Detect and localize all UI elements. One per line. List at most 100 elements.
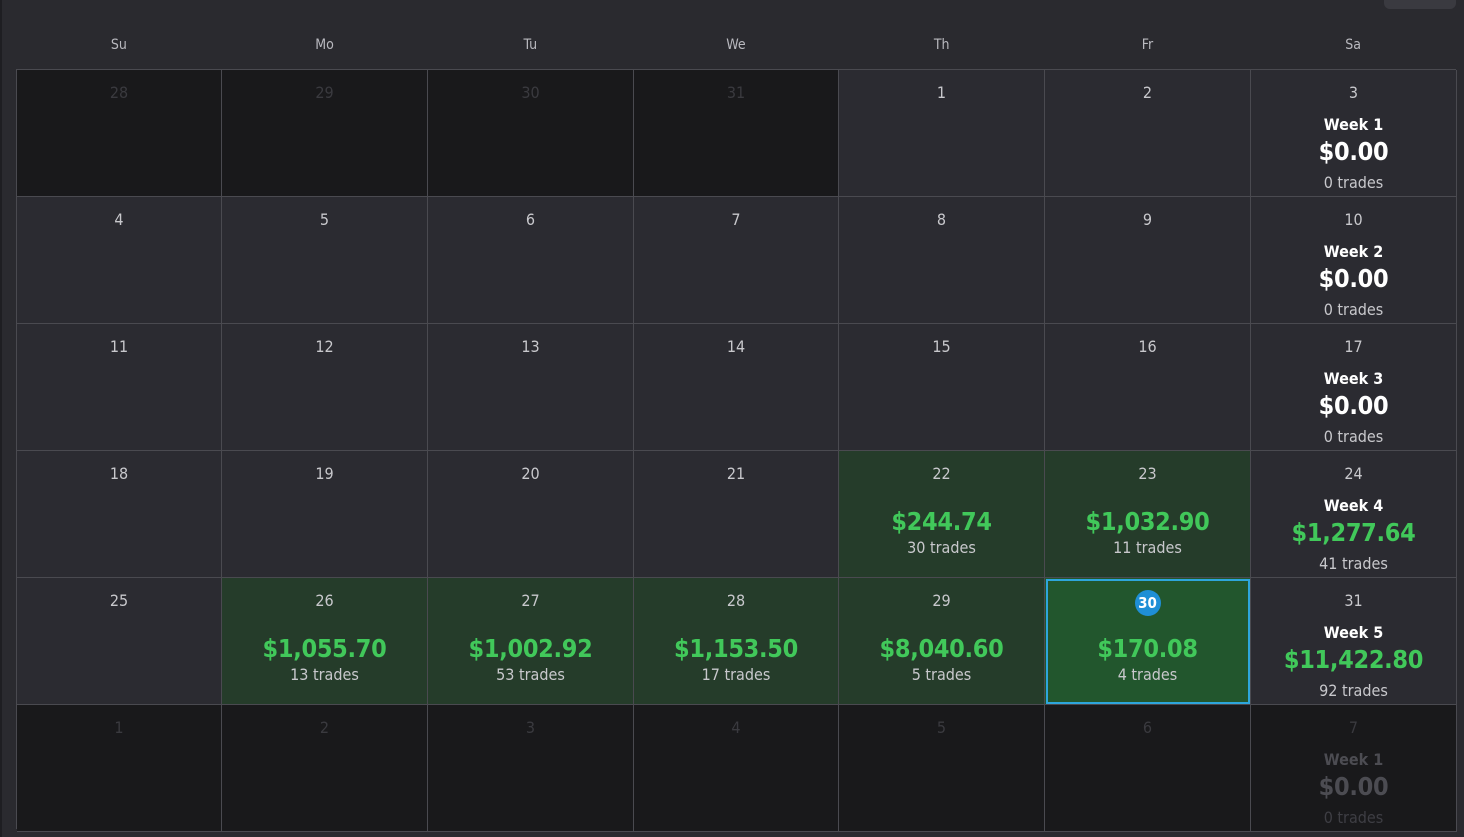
day-cell[interactable]: 8 [839,197,1045,324]
day-cell[interactable]: 5 [222,197,428,324]
week-summary-cell[interactable]: 17 Week 3 $0.00 0 trades [1251,324,1457,451]
day-cell[interactable]: 29 $8,040.60 5 trades [839,578,1045,705]
day-trade-count: 13 trades [290,665,359,684]
week-label: Week 3 [1323,369,1384,388]
week-trade-count: 41 trades [1319,554,1388,573]
day-cell[interactable]: 6 [428,197,634,324]
day-cell[interactable]: 13 [428,324,634,451]
day-number: 25 [109,591,129,610]
day-number: 11 [109,337,129,356]
day-cell[interactable]: 4 [17,197,222,324]
day-cell[interactable]: 20 [428,451,634,578]
day-number: 26 [315,591,334,610]
calendar-grid: 28 29 30 31 1 2 3 Week 1 $0.00 0 trades 4 5 6 7 8 9 10 We… [16,69,1457,832]
week-summary-cell[interactable]: 3 Week 1 $0.00 0 trades [1251,70,1457,197]
day-number: 18 [109,464,129,483]
day-cell[interactable]: 16 [1045,324,1251,451]
toolbar-button[interactable] [1384,0,1456,9]
day-trade-count: 11 trades [1113,538,1182,557]
week-label: Week 5 [1323,623,1384,642]
day-cell[interactable]: 1 [839,70,1045,197]
week-pnl: $0.00 [1318,391,1389,420]
weekday-header: We [726,37,746,53]
weekday-header: Su [110,37,127,53]
day-cell[interactable]: 22 $244.74 30 trades [839,451,1045,578]
day-number: 7 [1348,718,1359,737]
day-cell-selected[interactable]: 30 $170.08 4 trades [1045,578,1251,705]
day-cell[interactable]: 30 [428,70,634,197]
week-trade-count: 0 trades [1323,173,1384,192]
day-number: 1 [114,718,124,737]
weekday-header: Th [933,37,950,53]
day-cell[interactable]: 15 [839,324,1045,451]
week-label: Week 1 [1323,115,1384,134]
day-cell[interactable]: 2 [1045,70,1251,197]
day-number: 17 [1344,337,1363,356]
day-pnl: $1,032.90 [1085,507,1210,536]
day-cell[interactable]: 4 [634,705,839,832]
day-number: 22 [932,464,951,483]
day-number: 13 [521,337,540,356]
day-cell[interactable]: 31 [634,70,839,197]
day-number: 2 [319,718,330,737]
week-pnl: $11,422.80 [1283,645,1424,674]
day-cell[interactable]: 26 $1,055.70 13 trades [222,578,428,705]
day-cell[interactable]: 6 [1045,705,1251,832]
day-number: 29 [315,83,334,102]
day-trade-count: 5 trades [911,665,972,684]
day-pnl: $244.74 [891,507,992,536]
day-number: 28 [726,591,746,610]
day-pnl: $1,153.50 [674,634,798,663]
day-cell[interactable]: 18 [17,451,222,578]
day-cell[interactable]: 5 [839,705,1045,832]
day-number: 15 [932,337,951,356]
day-cell[interactable]: 1 [17,705,222,832]
day-cell[interactable]: 19 [222,451,428,578]
day-trade-count: 17 trades [701,665,771,684]
week-trade-count: 0 trades [1323,300,1384,319]
day-trade-count: 4 trades [1117,665,1178,684]
day-number: 9 [1142,210,1153,229]
day-cell[interactable]: 9 [1045,197,1251,324]
day-trade-count: 30 trades [907,538,976,557]
day-cell[interactable]: 14 [634,324,839,451]
day-number: 2 [1142,83,1153,102]
day-cell[interactable]: 28 [17,70,222,197]
day-number: 29 [932,591,951,610]
week-summary-cell[interactable]: 31 Week 5 $11,422.80 92 trades [1251,578,1457,705]
week-summary-cell[interactable]: 24 Week 4 $1,277.64 41 trades [1251,451,1457,578]
day-cell[interactable]: 7 [634,197,839,324]
day-cell[interactable]: 2 [222,705,428,832]
day-pnl: $1,002.92 [468,634,593,663]
week-pnl: $1,277.64 [1291,518,1416,547]
day-number: 10 [1344,210,1363,229]
day-number: 6 [525,210,536,229]
day-number: 4 [114,210,124,229]
day-number: 31 [1344,591,1363,610]
week-label: Week 4 [1323,496,1384,515]
day-pnl: $170.08 [1097,634,1198,663]
day-cell[interactable]: 27 $1,002.92 53 trades [428,578,634,705]
day-cell[interactable]: 25 [17,578,222,705]
day-trade-count: 53 trades [496,665,565,684]
week-pnl: $0.00 [1318,772,1389,801]
weekday-header: Tu [523,37,538,53]
frame-edge [0,0,2,837]
day-cell[interactable]: 12 [222,324,428,451]
day-pnl: $8,040.60 [879,634,1004,663]
day-number: 5 [936,718,947,737]
day-cell[interactable]: 3 [428,705,634,832]
week-summary-cell[interactable]: 10 Week 2 $0.00 0 trades [1251,197,1457,324]
weekday-header-row: Su Mo Tu We Th Fr Sa [16,30,1456,60]
day-number: 31 [726,83,746,102]
day-cell[interactable]: 21 [634,451,839,578]
day-cell[interactable]: 29 [222,70,428,197]
day-cell[interactable]: 11 [17,324,222,451]
weekday-header: Sa [1345,37,1361,53]
day-cell[interactable]: 28 $1,153.50 17 trades [634,578,839,705]
day-number: 23 [1138,464,1157,483]
day-cell[interactable]: 23 $1,032.90 11 trades [1045,451,1251,578]
week-summary-cell[interactable]: 7 Week 1 $0.00 0 trades [1251,705,1457,832]
day-number: 6 [1142,718,1153,737]
